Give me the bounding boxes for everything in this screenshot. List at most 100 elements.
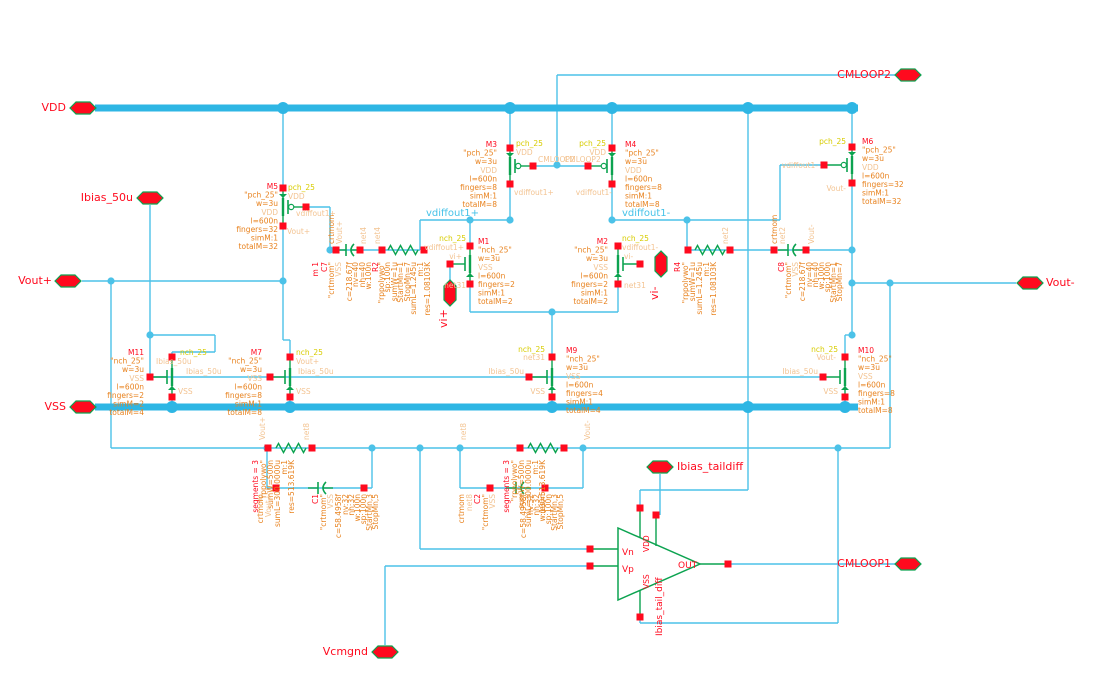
terminal-square	[516, 444, 524, 452]
schematic-label: VSS	[326, 494, 335, 509]
schematic-label: net8	[459, 423, 468, 440]
device-param: "pch_25"	[625, 149, 659, 158]
resistor-R-cmfb-left[interactable]	[275, 442, 307, 454]
pin-Ibias_taildiff[interactable]: Ibias_taildiff	[646, 460, 743, 474]
pin-hexagon[interactable]	[136, 191, 164, 205]
transistor-M3[interactable]: M3"pch_25"w=3uVDDl=600nfingers=8simM:1to…	[460, 140, 533, 209]
pin-hexagon[interactable]	[69, 400, 97, 414]
device-param: w=3u	[625, 157, 647, 166]
schematic-label: m:1	[416, 262, 425, 277]
transistor-M9[interactable]: M9"nch_25"w=3uVSSl=600nfingers=4simM:1to…	[529, 346, 603, 415]
pin-hexagon[interactable]	[654, 250, 668, 278]
pin-vi+[interactable]: vi+	[437, 279, 457, 328]
pin-hexagon[interactable]	[69, 101, 97, 115]
terminal-square	[586, 562, 594, 570]
transistor-M11[interactable]: M11"nch_25"w=3uVSSl=600nfingers=2simM=2t…	[107, 348, 176, 417]
pin-VDD[interactable]: VDD	[42, 101, 97, 115]
cmfb-amplifier[interactable]	[590, 508, 728, 617]
schematic-label: "rppolywo"	[377, 262, 386, 303]
device-param: simM:1	[862, 189, 889, 198]
terminal-square	[168, 353, 176, 361]
schematic-label: w:100n	[538, 494, 547, 522]
schematic-label: m:1	[702, 262, 711, 277]
transistor-M4[interactable]: M4"pch_25"w=3uVDDl=600nfingers=8simM:1to…	[588, 140, 662, 209]
device-param: l=600n	[470, 174, 498, 183]
transistor-M2[interactable]: M2"nch_25"w=3uVSSl=600nfingers=2simM:1to…	[571, 237, 640, 306]
schematic-label: R4	[673, 262, 682, 272]
schematic-label: sp:100n	[823, 262, 832, 293]
transistor-M6[interactable]: M6"pch_25"w=3uVDDl=600nfingers=32simM:1t…	[824, 137, 904, 206]
schematic-label: StopMn=7	[403, 262, 412, 302]
capacitor-C1[interactable]	[308, 481, 333, 495]
pin-CMLOOP1[interactable]: CMLOOP1	[837, 557, 922, 571]
capacitor-C8[interactable]	[778, 243, 803, 257]
device-param: VDD	[625, 166, 642, 175]
transistor-M10[interactable]: M10"nch_25"w=3uVSSl=600nfingers=8simM:1t…	[823, 346, 895, 415]
device-param: w=3u	[478, 254, 500, 263]
schematic-label: StopMn,5	[371, 494, 380, 530]
pin-hexagon[interactable]	[1016, 276, 1044, 290]
pin-Vout+[interactable]: Vout+	[18, 274, 82, 288]
device-param: l=600n	[235, 382, 263, 391]
pin-label: VSS	[45, 400, 67, 413]
resistor-R2[interactable]	[387, 244, 419, 256]
device-param: simM:1	[625, 192, 652, 201]
schematic-label: nh:32	[532, 494, 541, 516]
schematic-label: net4	[373, 227, 382, 244]
pin-label: vi+	[437, 309, 450, 328]
pin-vi-[interactable]: vi-	[648, 250, 668, 300]
pin-hexagon[interactable]	[371, 645, 399, 659]
schematic-label: VSS	[642, 574, 651, 589]
schematic-label: Vout+	[264, 494, 273, 517]
terminal-square	[819, 373, 827, 381]
terminal-square	[584, 162, 592, 170]
resistor-R4[interactable]	[694, 244, 726, 256]
schematic-label: nv=40	[805, 262, 814, 287]
junction-dot	[848, 246, 856, 254]
terminal-square	[841, 353, 849, 361]
schematic-label: m:1	[280, 460, 289, 475]
pin-hexagon[interactable]	[894, 68, 922, 82]
terminal-square	[360, 484, 368, 492]
schematic-label: StopMn,5	[556, 494, 565, 530]
schematic-label: vi-	[624, 252, 634, 261]
junction-dot	[506, 216, 514, 224]
device-param: totalM=4	[109, 408, 144, 417]
schematic-label: vdiffout1-	[576, 188, 613, 197]
transistor-M5[interactable]: M5"pch_25"w=3uVDDl=600nfingers=32simM:1t…	[236, 182, 306, 251]
device-param: VSS	[478, 263, 493, 272]
schematic-label: segments = 3	[251, 460, 260, 513]
schematic-label: w:100n	[353, 494, 362, 522]
pin-Ibias_50u[interactable]: Ibias_50u	[81, 191, 164, 205]
schematic-label: pch_25	[288, 183, 315, 192]
terminal-square	[652, 511, 660, 519]
schematic-label: net8	[465, 494, 474, 511]
pin-Vout-[interactable]: Vout-	[1016, 276, 1075, 290]
capacitor-C2[interactable]	[506, 481, 531, 495]
pin-hexagon[interactable]	[54, 274, 82, 288]
schematic-label: nch_25	[622, 234, 649, 243]
transistor-M7[interactable]: M7"nch_25"w=3uVSSl=600nfingers=8simM:1to…	[225, 348, 294, 417]
pin-hexagon[interactable]	[894, 557, 922, 571]
pin-label: Vout+	[18, 274, 52, 287]
terminal-square	[466, 242, 474, 250]
terminal-square	[848, 179, 856, 187]
device-param: M10	[858, 346, 874, 355]
schematic-label: res=1.08103K	[709, 261, 718, 316]
terminal-square	[802, 246, 810, 254]
pin-CMLOOP2[interactable]: CMLOOP2	[837, 68, 922, 82]
device-param: M2	[597, 237, 608, 246]
junction-dot	[456, 444, 464, 452]
schematic-label: nv=40	[351, 262, 360, 287]
schematic-label: vdiffout1-	[622, 243, 659, 252]
schematic-label: StopMn=7	[835, 262, 844, 302]
pin-hexagon[interactable]	[646, 460, 674, 474]
pin-Vcmgnd[interactable]: Vcmgnd	[323, 645, 399, 659]
device-param: totalM=32	[862, 197, 902, 206]
device-param: "nch_25"	[566, 355, 600, 364]
pin-VSS[interactable]: VSS	[45, 400, 97, 414]
schematic-label: C8	[777, 262, 786, 272]
pin-hexagon[interactable]	[443, 279, 457, 307]
junction-dot	[848, 331, 856, 339]
resistor-R-cmfb-right[interactable]	[527, 442, 559, 454]
